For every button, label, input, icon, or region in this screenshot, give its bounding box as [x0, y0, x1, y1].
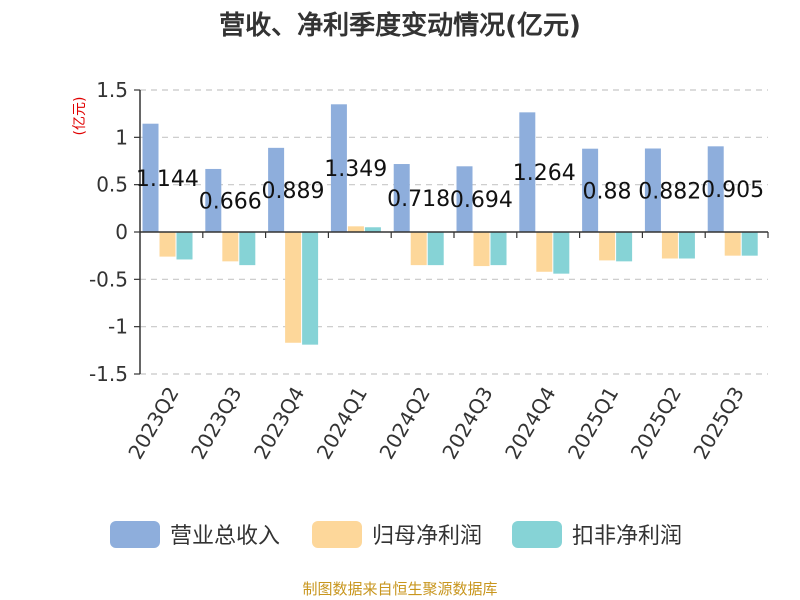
x-tick-label: 2023Q3	[186, 383, 246, 464]
data-label: 0.905	[701, 178, 764, 203]
x-tick-label: 2024Q1	[312, 383, 372, 464]
bar	[364, 227, 381, 232]
bar	[239, 232, 256, 266]
bar	[661, 232, 678, 259]
x-tick-label: 2023Q2	[123, 383, 183, 464]
y-tick-label: 0	[115, 220, 128, 244]
bar	[456, 166, 473, 232]
bar	[222, 232, 239, 262]
y-axis-unit: (亿元)	[72, 97, 88, 136]
x-tick-label: 2025Q1	[563, 383, 623, 464]
y-tick-label: -1.5	[89, 362, 128, 386]
bar	[393, 164, 410, 232]
chart-title: 营收、净利季度变动情况(亿元)	[219, 10, 581, 41]
y-tick-label: -0.5	[89, 267, 128, 291]
bar	[616, 232, 633, 262]
bar	[268, 147, 285, 232]
bar	[427, 232, 444, 266]
bar	[536, 232, 553, 272]
bar	[285, 232, 302, 343]
bar	[553, 232, 570, 274]
y-tick-label: 0.5	[96, 173, 128, 197]
x-tick-label: 2025Q3	[688, 383, 748, 464]
legend-label: 扣非净利润	[572, 524, 682, 549]
bar	[159, 232, 176, 257]
bar	[724, 232, 741, 256]
bar	[644, 148, 661, 232]
bar	[142, 123, 159, 232]
bar	[582, 148, 599, 232]
bar	[490, 232, 507, 266]
x-tick-label: 2024Q4	[500, 383, 560, 464]
data-label: 0.889	[262, 179, 325, 204]
legend-label: 归母净利润	[372, 524, 482, 549]
bar	[473, 232, 490, 267]
legend-swatch	[312, 521, 362, 548]
bar	[205, 168, 222, 232]
bar	[410, 232, 427, 266]
x-tick-label: 2023Q4	[249, 383, 309, 464]
y-tick-label: 1.5	[96, 78, 128, 102]
data-label: 0.666	[199, 189, 262, 214]
source-note: 制图数据来自恒生聚源数据库	[302, 580, 497, 598]
bar	[302, 232, 319, 345]
bar	[707, 146, 724, 232]
bar	[347, 226, 364, 232]
data-label: 0.882	[638, 179, 701, 204]
legend-swatch	[512, 521, 562, 548]
bar	[741, 232, 758, 256]
data-label: 0.694	[450, 188, 513, 213]
bar	[678, 232, 695, 259]
x-tick-label: 2024Q3	[437, 383, 497, 464]
data-label: 1.144	[136, 167, 199, 192]
x-tick-label: 2024Q2	[374, 383, 434, 464]
x-tick-label: 2025Q2	[626, 383, 686, 464]
y-tick-label: 1	[115, 125, 128, 149]
data-label: 0.88	[583, 179, 632, 204]
grid-lines	[140, 89, 768, 375]
legend-label: 营业总收入	[170, 524, 280, 549]
legend-swatch	[110, 521, 160, 548]
y-tick-label: -1	[108, 315, 128, 339]
bars	[142, 104, 758, 345]
bar	[176, 232, 193, 260]
legend: 营业总收入 归母净利润 扣非净利润	[110, 521, 682, 549]
bar	[330, 104, 347, 232]
bar	[519, 112, 536, 232]
data-label: 0.718	[387, 187, 450, 212]
bar	[599, 232, 616, 261]
data-label: 1.264	[513, 161, 576, 186]
data-label: 1.349	[324, 157, 387, 182]
